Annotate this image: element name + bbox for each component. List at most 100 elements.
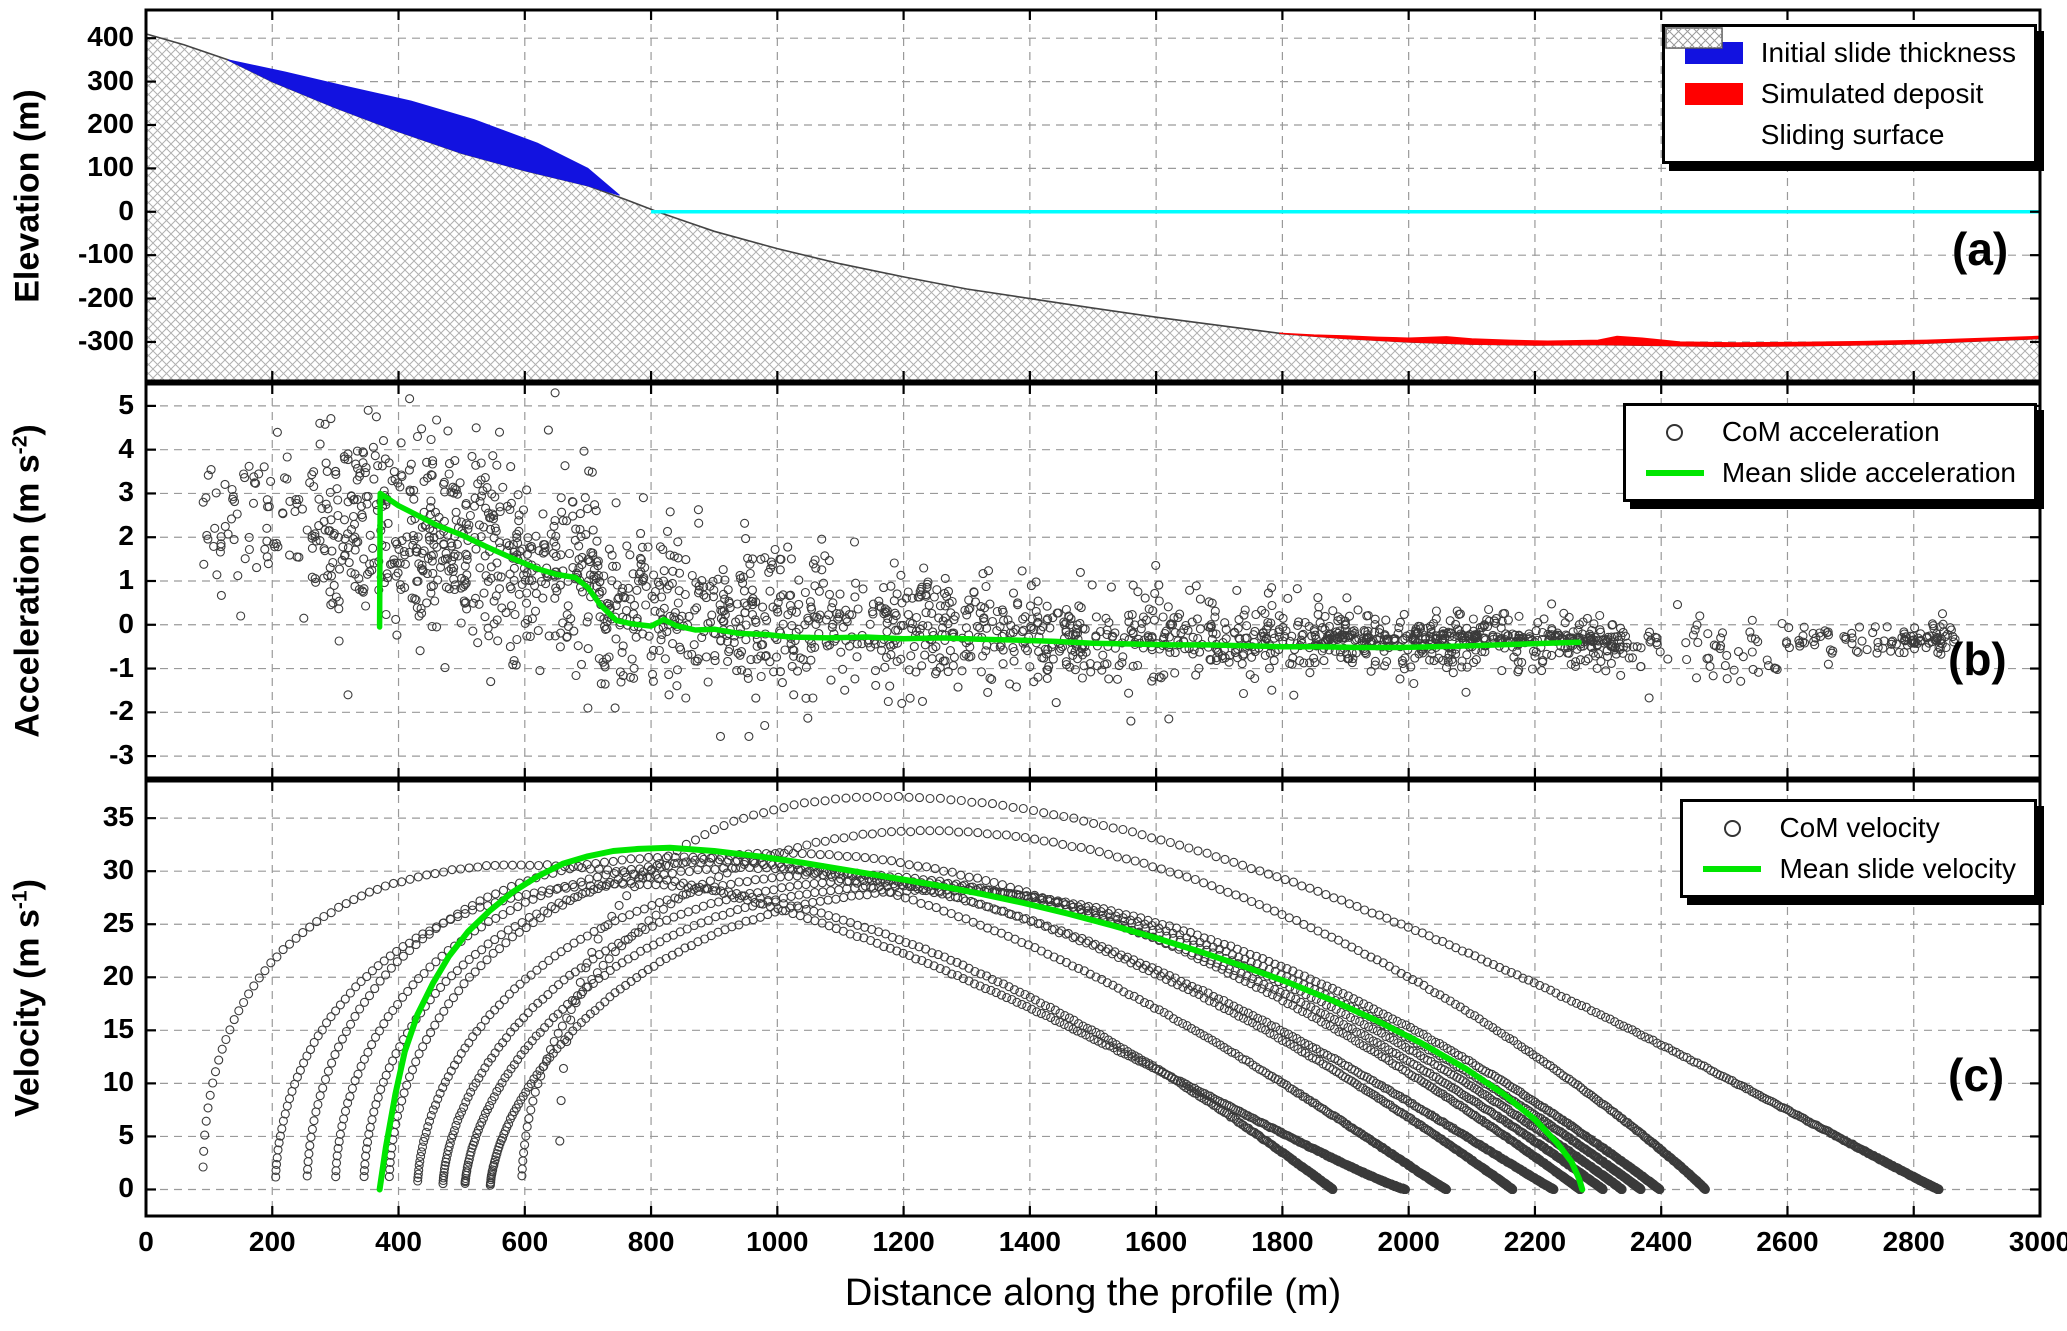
data-point <box>775 592 786 602</box>
data-point <box>1250 673 1260 684</box>
data-point <box>1406 662 1416 672</box>
data-point <box>509 563 519 573</box>
data-point <box>886 641 896 651</box>
data-point <box>674 614 684 624</box>
data-point <box>337 555 347 565</box>
data-point <box>1102 978 1112 988</box>
data-point <box>693 505 703 515</box>
data-point <box>228 494 238 504</box>
data-point <box>392 539 402 549</box>
data-point <box>964 652 974 662</box>
data-point <box>1211 653 1221 663</box>
data-point <box>1585 636 1595 646</box>
data-point <box>1950 634 1960 644</box>
data-point <box>1577 629 1587 639</box>
data-point <box>395 580 405 590</box>
data-point <box>655 542 665 552</box>
data-point <box>430 869 440 879</box>
data-point <box>1551 630 1561 640</box>
data-point <box>534 546 544 556</box>
data-point <box>1097 665 1107 675</box>
data-point <box>725 603 735 613</box>
data-point <box>223 529 233 539</box>
data-point <box>1427 649 1437 659</box>
data-point <box>1078 623 1088 633</box>
data-point <box>426 588 436 598</box>
data-point <box>725 644 735 654</box>
data-point <box>1305 668 1315 678</box>
data-point <box>1206 1098 1216 1108</box>
data-point <box>375 976 385 986</box>
data-point <box>1847 639 1857 649</box>
data-point <box>438 918 448 928</box>
data-point <box>220 521 230 531</box>
data-point <box>346 491 356 501</box>
data-point <box>1045 623 1055 633</box>
data-point <box>1389 635 1399 645</box>
data-point <box>806 602 816 612</box>
data-point <box>363 491 373 501</box>
data-point <box>443 426 453 436</box>
data-point <box>1234 615 1244 625</box>
data-point <box>323 504 333 514</box>
data-point <box>240 554 250 564</box>
data-point <box>1117 658 1127 668</box>
data-point <box>326 908 336 918</box>
data-point <box>618 583 628 594</box>
data-point <box>462 550 472 561</box>
data-point <box>922 582 932 592</box>
data-point <box>310 531 320 542</box>
data-point <box>386 963 396 973</box>
data-point <box>583 612 593 622</box>
data-point <box>467 901 477 911</box>
data-point <box>426 551 436 561</box>
data-point <box>659 566 669 576</box>
data-point <box>1899 648 1909 658</box>
data-point <box>327 1058 337 1068</box>
data-point <box>425 926 435 936</box>
data-point <box>1318 623 1328 633</box>
data-point <box>358 447 368 457</box>
data-point <box>1211 655 1222 666</box>
data-point <box>1151 560 1161 570</box>
data-point <box>369 474 379 484</box>
data-point <box>620 593 630 603</box>
data-point <box>824 556 834 566</box>
data-point <box>450 584 460 595</box>
data-point <box>953 970 963 981</box>
data-point <box>323 1066 333 1076</box>
data-point <box>662 526 673 536</box>
data-point <box>259 462 269 472</box>
data-point <box>1399 609 1409 619</box>
data-point <box>1431 606 1441 616</box>
data-point <box>558 516 568 526</box>
data-point <box>647 591 657 601</box>
data-point <box>777 678 787 688</box>
data-point <box>1340 620 1350 630</box>
data-point <box>395 482 405 492</box>
data-point <box>291 933 301 943</box>
data-point <box>687 570 697 581</box>
data-point <box>1004 982 1014 992</box>
data-point <box>587 467 597 477</box>
data-point <box>732 599 742 609</box>
data-point <box>1098 650 1108 660</box>
data-point <box>981 646 991 656</box>
data-point <box>828 598 838 608</box>
data-point <box>582 504 593 514</box>
data-point <box>1492 632 1502 642</box>
data-point <box>1722 650 1732 660</box>
data-point <box>770 544 780 555</box>
data-point <box>278 508 288 518</box>
data-point <box>896 570 906 580</box>
data-point <box>463 524 473 534</box>
data-point <box>211 488 221 498</box>
data-point <box>453 551 463 561</box>
data-point <box>531 589 541 599</box>
data-point <box>427 470 437 480</box>
data-point <box>426 582 436 592</box>
data-point <box>418 934 428 944</box>
data-point <box>333 510 343 521</box>
data-point <box>1948 632 1958 642</box>
